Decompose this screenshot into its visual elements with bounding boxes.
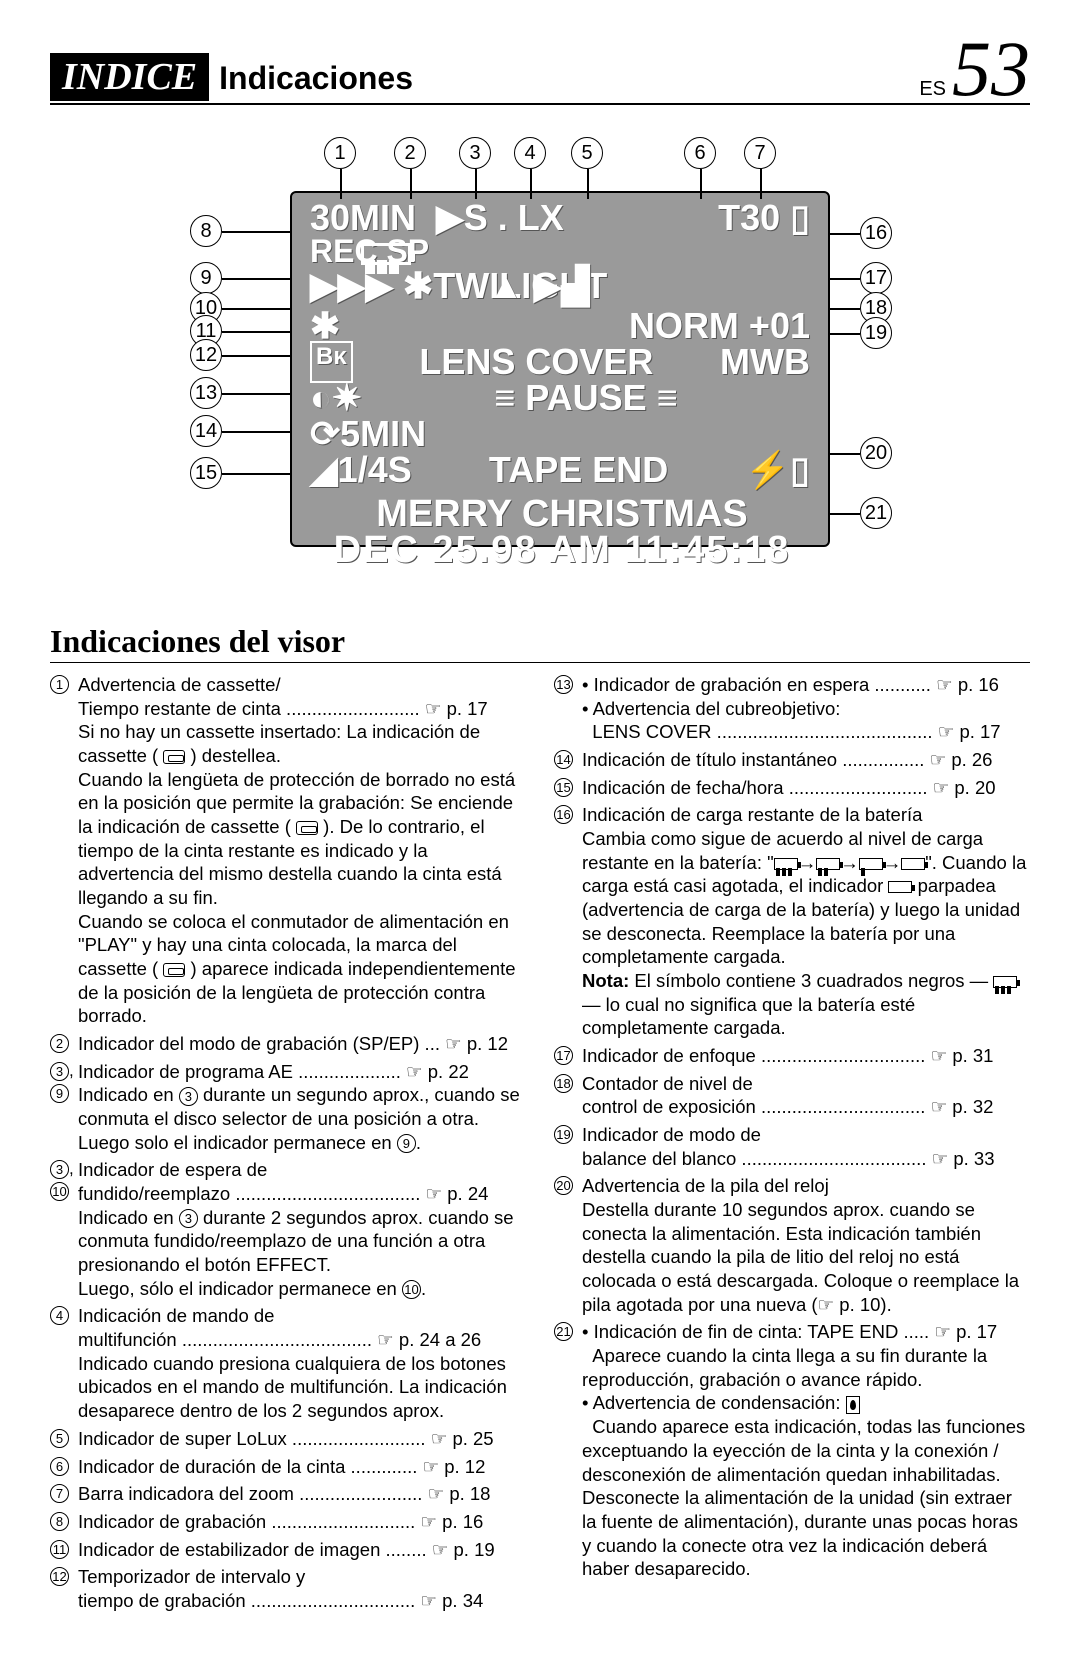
column-left: 1Advertencia de cassette/Tiempo restante… (50, 673, 526, 1617)
callout-19: 19 (860, 317, 892, 349)
content-columns: 1Advertencia de cassette/Tiempo restante… (50, 673, 1030, 1617)
clock-battery-icon: ⚡▯ (745, 449, 810, 491)
callout-9: 9 (190, 262, 222, 294)
interval-time: ◢1/4S (310, 449, 412, 491)
item-5: 5Indicador de super LoLux ..............… (50, 1427, 526, 1451)
callout-20: 20 (860, 437, 892, 469)
callout-16: 16 (860, 217, 892, 249)
item-18: 18Contador de nivel decontrol de exposic… (554, 1072, 1030, 1119)
callout-6: 6 (684, 137, 716, 169)
indicaciones-label: Indicaciones (219, 60, 413, 97)
callout-12: 12 (190, 339, 222, 371)
item-3,10: 3, 10Indicador de espera defundido/reemp… (50, 1158, 526, 1300)
item-15: 15Indicación de fecha/hora .............… (554, 776, 1030, 800)
callout-17: 17 (860, 262, 892, 294)
item-6: 6Indicador de duración de la cinta .....… (50, 1455, 526, 1479)
battery-icon (361, 243, 411, 265)
indice-label: INDICE (50, 53, 209, 101)
section-title: Indicaciones del visor (50, 623, 1030, 663)
page-number: 53 (952, 38, 1030, 100)
item-21: 21• Indicación de fin de cinta: TAPE END… (554, 1320, 1030, 1580)
callout-21: 21 (860, 497, 892, 529)
column-right: 13• Indicador de grabación en espera ...… (554, 673, 1030, 1617)
callout-13: 13 (190, 377, 222, 409)
pause-indicator: ≡ PAUSE ≡ (494, 377, 677, 418)
time-remaining: 30MIN (310, 197, 416, 238)
item-2: 2Indicador del modo de grabación (SP/EP)… (50, 1032, 526, 1056)
exposure-level: NORM +01 (629, 305, 810, 346)
item-4: 4Indicación de mando demultifunción ....… (50, 1304, 526, 1422)
fade-icon: ▶▶▶ ✱ (310, 265, 433, 306)
viewfinder-screen: 30MIN ▶S . LXT30 ▯ REC SP ▶▶▶ ✱TWILIGHT▲… (290, 191, 830, 547)
item-1: 1Advertencia de cassette/Tiempo restante… (50, 673, 526, 1028)
callout-1: 1 (324, 137, 356, 169)
tape-end: TAPE END (489, 449, 668, 491)
item-11: 11Indicador de estabilizador de imagen .… (50, 1538, 526, 1562)
callout-2: 2 (394, 137, 426, 169)
item-14: 14Indicación de título instantáneo .....… (554, 748, 1030, 772)
item-20: 20Advertencia de la pila del relojDestel… (554, 1174, 1030, 1316)
item-19: 19Indicador de modo debalance del blanco… (554, 1123, 1030, 1170)
callout-8: 8 (190, 215, 222, 247)
page-header: INDICE Indicaciones ES 53 (50, 38, 1030, 105)
callout-3: 3 (459, 137, 491, 169)
item-17: 17Indicador de enfoque .................… (554, 1044, 1030, 1068)
item-12: 12Temporizador de intervalo ytiempo de g… (50, 1565, 526, 1612)
tape-length: T30 (718, 197, 780, 238)
lang-label: ES (919, 78, 946, 101)
callout-14: 14 (190, 415, 222, 447)
callout-5: 5 (571, 137, 603, 169)
item-7: 7Barra indicadora del zoom .............… (50, 1482, 526, 1506)
item-16: 16Indicación de carga restante de la bat… (554, 803, 1030, 1040)
item-3,9: 3, 9Indicador de programa AE ...........… (50, 1060, 526, 1155)
timer-indicator: ⟳5MIN (310, 413, 426, 454)
callout-15: 15 (190, 457, 222, 489)
item-13: 13• Indicador de grabación en espera ...… (554, 673, 1030, 744)
callout-7: 7 (744, 137, 776, 169)
datetime-display: DEC 25.98 AM 11:45:18 (292, 529, 832, 572)
callout-4: 4 (514, 137, 546, 169)
slx-indicator: ▶S . LX (436, 197, 564, 238)
focus-icons: ▲ ▶▟ (488, 265, 589, 307)
item-8: 8Indicador de grabación ................… (50, 1510, 526, 1534)
viewfinder-diagram: 30MIN ▶S . LXT30 ▯ REC SP ▶▶▶ ✱TWILIGHT▲… (60, 133, 1020, 593)
